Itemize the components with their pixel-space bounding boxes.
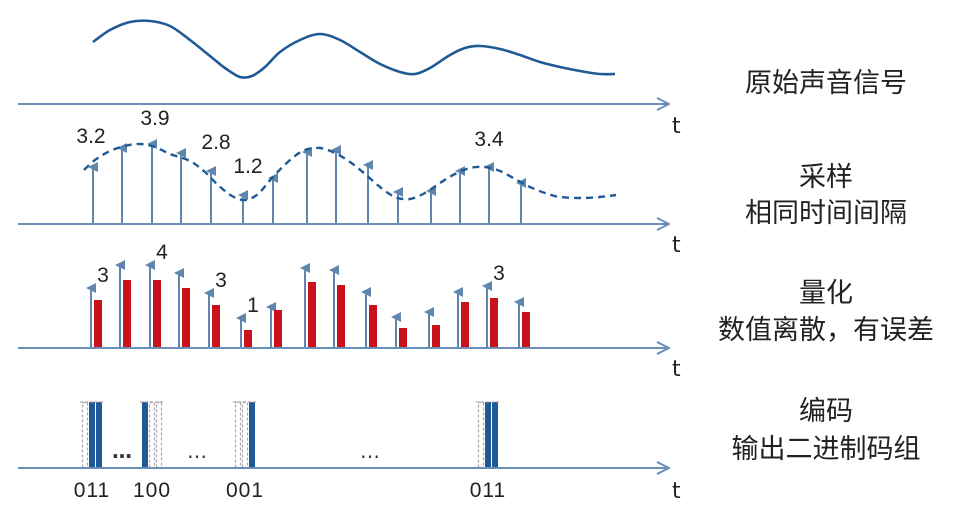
axis-label-t: t	[672, 357, 681, 382]
binary-code-groups: 011 100 001 011	[74, 401, 506, 502]
quantized-bars	[94, 280, 530, 348]
ellipsis-markers: … … …	[112, 439, 380, 463]
code-bit-zero	[234, 401, 242, 469]
code-bit-zero	[81, 401, 89, 469]
code-label: 011	[470, 479, 506, 502]
sample-value-label: 3.4	[474, 128, 504, 151]
code-bit-one	[485, 402, 491, 468]
quantized-bar	[182, 288, 190, 348]
axis-label-t: t	[672, 479, 681, 504]
code-bit-zero	[241, 401, 249, 469]
quantized-value-label: 3	[97, 264, 109, 287]
sample-arrows	[88, 139, 526, 224]
code-bit-zero	[148, 401, 156, 469]
quantized-value-label: 3	[215, 269, 227, 292]
code-label: 100	[133, 479, 171, 502]
caption-sampling-subtitle: 相同时间间隔	[745, 198, 907, 229]
sample-value-label: 2.8	[201, 131, 230, 154]
quantized-bar	[522, 312, 530, 348]
code-group: 100	[133, 401, 171, 502]
quantized-value-label: 4	[156, 241, 168, 264]
quantized-bar	[399, 328, 407, 348]
quantized-bar	[212, 305, 220, 348]
sampled-signal-dashed-curve	[83, 142, 617, 202]
axis-label-t: t	[672, 233, 681, 258]
sample-value-label: 3.2	[76, 125, 105, 148]
code-bit-one	[492, 402, 498, 468]
code-bit-one	[96, 402, 102, 468]
caption-quantization-title: 量化	[799, 278, 853, 309]
quantized-bar	[461, 302, 469, 348]
code-group: 001	[226, 401, 264, 502]
code-bit-one	[89, 402, 95, 468]
quantized-value-label: 3	[493, 262, 505, 285]
code-group: 011	[470, 401, 506, 502]
code-bit-zero	[477, 401, 485, 469]
sample-value-labels: 3.2 3.9 2.81.2 3.4	[76, 107, 504, 178]
quantized-value-label: 1	[247, 294, 259, 317]
quantized-bar	[123, 280, 131, 348]
quantized-bar	[274, 310, 282, 348]
ellipsis: …	[360, 439, 380, 463]
quantized-bar	[153, 280, 161, 348]
sample-value-label: 1.2	[233, 155, 262, 178]
caption-quantization-subtitle: 数值离散，有误差	[718, 315, 934, 346]
axis-label-t: t	[672, 114, 681, 139]
quantized-bar	[94, 300, 102, 348]
caption-sampling-title: 采样	[799, 162, 853, 193]
ellipsis: …	[112, 439, 132, 463]
quantization-arrows	[86, 260, 524, 348]
sample-value-label: 3.9	[140, 107, 169, 130]
quantized-bar	[337, 285, 345, 348]
caption-encoding-subtitle: 输出二进制码组	[732, 434, 921, 465]
code-bit-zero	[155, 401, 163, 469]
code-bit-one	[142, 402, 148, 468]
original-signal-curve	[92, 19, 616, 80]
quantized-bar	[432, 325, 440, 348]
quantized-bar	[490, 298, 498, 348]
ellipsis: …	[187, 439, 207, 463]
code-bit-one	[249, 402, 255, 468]
quantized-bar	[308, 282, 316, 348]
panel-sampling: 3.2 3.9 2.81.2 3.4 t 采样 相同时间间隔	[18, 107, 907, 258]
panel-original: t 原始声音信号	[18, 19, 907, 139]
panel-encoding: 011 100 001 011 … … … t 编码 输出二进制码组	[18, 396, 921, 504]
caption-encoding-title: 编码	[799, 396, 853, 427]
quantized-bar	[244, 330, 252, 348]
code-group: 011	[74, 401, 110, 502]
caption-original: 原始声音信号	[745, 68, 907, 99]
code-label: 011	[74, 479, 110, 502]
quantized-bar	[369, 305, 377, 348]
code-label: 001	[226, 479, 264, 502]
